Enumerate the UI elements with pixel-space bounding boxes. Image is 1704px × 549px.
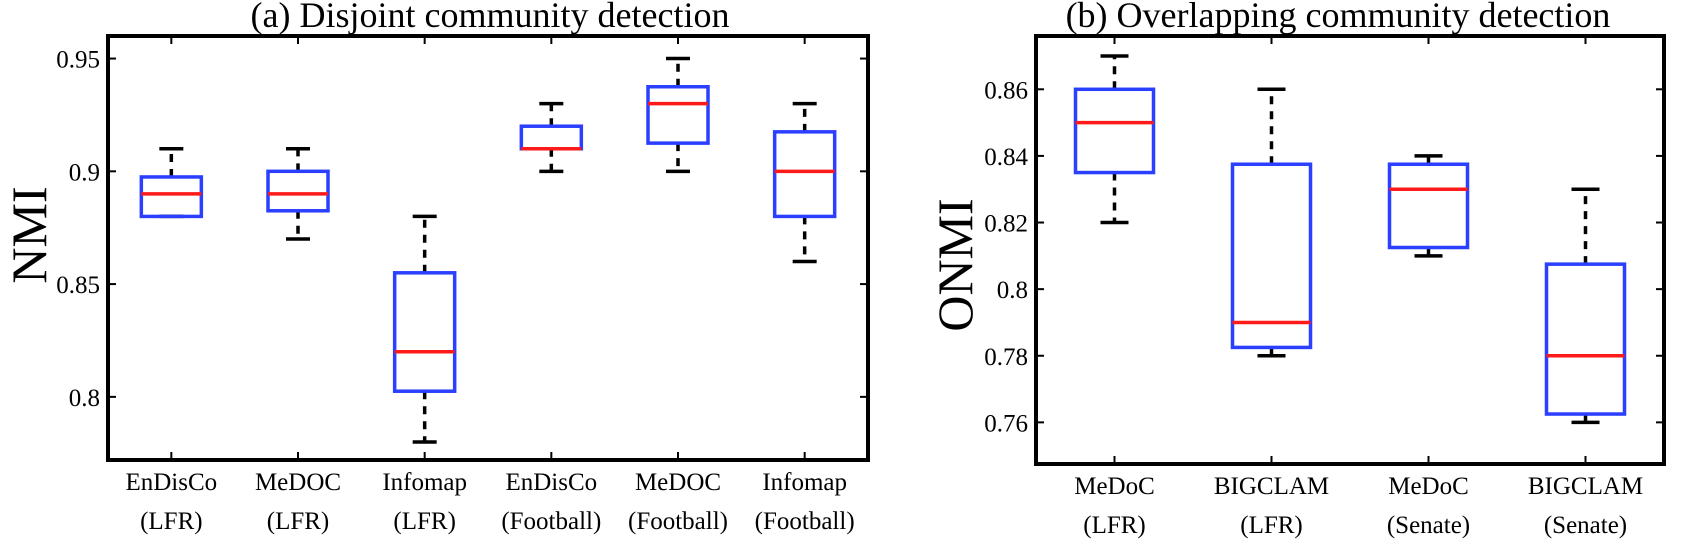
y-tick-label: 0.86 — [984, 77, 1028, 104]
box-iqr — [392, 271, 457, 393]
y-tick-label: 0.76 — [984, 410, 1028, 437]
x-tick-label: EnDisCo — [125, 469, 217, 496]
box-iqr — [1230, 162, 1313, 350]
x-tick-label: BIGCLAM — [1214, 473, 1329, 500]
y-tick-label: 0.84 — [984, 144, 1028, 171]
y-axis-label: ONMI — [927, 198, 983, 331]
box-iqr — [772, 130, 837, 219]
y-tick-label: 0.9 — [69, 159, 100, 186]
x-tick-sublabel: (LFR) — [1083, 512, 1146, 539]
x-tick-label: MeDoC — [1074, 473, 1155, 500]
x-tick-label: Infomap — [382, 469, 467, 496]
x-tick-label: MeDOC — [635, 469, 721, 496]
x-tick-label: BIGCLAM — [1528, 473, 1643, 500]
y-tick-label: 0.95 — [56, 47, 100, 74]
x-tick-sublabel: (Senate) — [1387, 512, 1470, 539]
panel-overlapping: (b) Overlapping community detection ONMI… — [927, 0, 1666, 539]
box-iqr — [266, 169, 330, 213]
chart-title: (b) Overlapping community detection — [1066, 0, 1611, 35]
box-iqr — [1544, 262, 1627, 416]
x-tick-sublabel: (Football) — [755, 508, 855, 535]
y-tick-label: 0.8 — [997, 277, 1028, 304]
box-iqr — [139, 175, 204, 219]
x-tick-sublabel: (Football) — [501, 508, 601, 535]
x-tick-sublabel: (Football) — [628, 508, 728, 535]
x-tick-label: MeDOC — [255, 469, 341, 496]
plot-area: 0.76 0.78 0.8 0.82 0.84 0.86 MeDoC (LFR) BIGCLAM… — [984, 36, 1664, 539]
y-tick-label: 0.82 — [984, 211, 1028, 238]
chart-title: (a) Disjoint community detection — [251, 0, 730, 35]
plot-area: 0.8 0.85 0.9 0.95 EnDisCo (LFR) MeDOC (LFR) Info… — [56, 36, 868, 535]
box-iqr — [1387, 162, 1470, 250]
y-tick-label: 0.8 — [69, 385, 100, 412]
panel-disjoint: (a) Disjoint community detection NMI 0.8… — [1, 0, 870, 535]
box-iqr — [646, 84, 710, 145]
x-tick-sublabel: (Senate) — [1544, 512, 1627, 539]
x-tick-label: MeDoC — [1388, 473, 1469, 500]
x-tick-sublabel: (LFR) — [140, 508, 203, 535]
plot-frame — [1034, 34, 1666, 466]
box-iqr — [519, 124, 584, 151]
x-tick-sublabel: (LFR) — [267, 508, 330, 535]
y-axis-label: NMI — [1, 186, 57, 283]
x-tick-label: Infomap — [762, 469, 847, 496]
x-tick-label: EnDisCo — [505, 469, 597, 496]
y-tick-label: 0.85 — [56, 272, 100, 299]
x-tick-sublabel: (LFR) — [1240, 512, 1303, 539]
y-tick-label: 0.78 — [984, 344, 1028, 371]
plot-frame — [106, 34, 870, 462]
x-tick-sublabel: (LFR) — [393, 508, 456, 535]
box-iqr — [1073, 87, 1156, 175]
